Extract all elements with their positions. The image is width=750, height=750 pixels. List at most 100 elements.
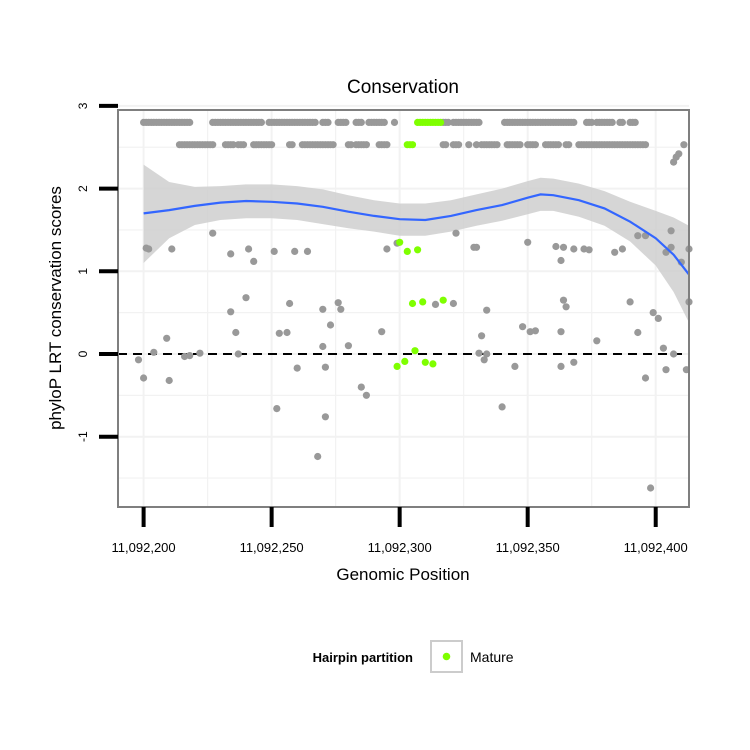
other-point: [145, 245, 153, 253]
other-point: [662, 366, 670, 374]
other-point: [562, 303, 570, 311]
other-point: [321, 363, 329, 371]
other-point: [557, 362, 565, 370]
other-point: [326, 321, 335, 329]
other-point: [165, 376, 173, 385]
other-point: [570, 358, 578, 366]
mature-point: [437, 118, 445, 126]
other-point: [483, 350, 491, 358]
other-point: [654, 314, 662, 322]
grid-lines: [118, 104, 689, 507]
other-point: [680, 141, 688, 149]
other-point: [588, 118, 596, 126]
legend-mature-marker: [442, 652, 451, 661]
other-point: [283, 328, 291, 337]
other-point: [449, 299, 457, 308]
other-point: [319, 342, 327, 351]
mature-point: [408, 141, 417, 149]
y-tick-label: 3: [76, 102, 90, 109]
other-point: [559, 243, 568, 251]
other-point: [472, 243, 481, 251]
other-point: [498, 403, 506, 411]
mature-point: [408, 299, 417, 308]
other-point: [321, 413, 329, 421]
other-point: [667, 227, 675, 235]
mature-point: [411, 347, 419, 355]
y-tick-label: 0: [76, 350, 90, 357]
other-point: [667, 243, 675, 251]
other-point: [250, 257, 258, 265]
other-point: [232, 328, 240, 337]
mature-point: [403, 247, 411, 255]
mature-point: [421, 358, 429, 366]
other-point: [626, 298, 634, 306]
other-point: [239, 141, 248, 149]
mature-point: [429, 360, 437, 368]
x-tick-label: 11,092,350: [496, 540, 560, 555]
other-point: [444, 118, 452, 126]
mature-point: [401, 357, 409, 365]
mature-point: [414, 246, 422, 254]
other-point: [286, 299, 294, 308]
other-point: [559, 296, 568, 304]
other-point: [209, 141, 217, 149]
other-point: [452, 229, 460, 237]
other-point: [234, 350, 242, 358]
smooth-line-layer: [143, 193, 690, 276]
other-point: [475, 118, 483, 126]
legend-title: Hairpin partition: [313, 650, 413, 665]
y-tick-label: 1: [76, 268, 90, 275]
other-point: [314, 452, 322, 461]
mature-point: [396, 238, 404, 246]
other-point: [319, 305, 327, 313]
other-point: [585, 246, 593, 254]
other-point: [342, 118, 350, 126]
other-point: [618, 245, 627, 253]
other-point: [390, 118, 399, 126]
x-tick-label: 11,092,400: [624, 540, 688, 555]
other-point: [337, 305, 345, 313]
x-tick-label: 11,092,200: [112, 540, 176, 555]
other-point: [288, 141, 296, 149]
other-point: [347, 141, 355, 149]
other-point: [383, 245, 391, 253]
legend: Hairpin partition Mature: [313, 640, 514, 673]
other-point: [362, 391, 370, 399]
mature-point: [419, 298, 427, 306]
other-point: [475, 349, 483, 357]
other-point: [257, 118, 265, 126]
mature-point: [439, 296, 447, 304]
other-point: [670, 350, 678, 358]
other-point: [493, 141, 501, 149]
other-point: [570, 245, 578, 253]
other-point: [647, 484, 655, 492]
data-points: [134, 118, 693, 492]
other-point: [134, 356, 143, 364]
other-point: [357, 383, 365, 391]
other-point: [242, 294, 250, 302]
other-point: [268, 141, 276, 149]
legend-label-mature: Mature: [470, 649, 514, 665]
other-point: [480, 356, 488, 364]
other-point: [649, 309, 657, 317]
other-point: [524, 238, 532, 246]
other-point: [431, 300, 440, 308]
other-point: [334, 299, 342, 307]
other-point: [168, 245, 176, 253]
other-point: [618, 118, 627, 126]
smooth-trend-line: [143, 193, 690, 276]
other-point: [659, 344, 668, 352]
other-point: [455, 141, 463, 149]
other-point: [565, 141, 573, 149]
other-point: [641, 374, 650, 382]
other-point: [383, 141, 391, 149]
other-point: [634, 328, 642, 337]
other-point: [303, 247, 312, 255]
other-point: [554, 141, 563, 149]
other-point: [531, 327, 540, 335]
other-point: [557, 328, 565, 336]
other-point: [608, 118, 616, 126]
other-point: [227, 250, 235, 258]
x-tick-label: 11,092,250: [240, 540, 304, 555]
confidence-ribbon: [143, 164, 690, 323]
